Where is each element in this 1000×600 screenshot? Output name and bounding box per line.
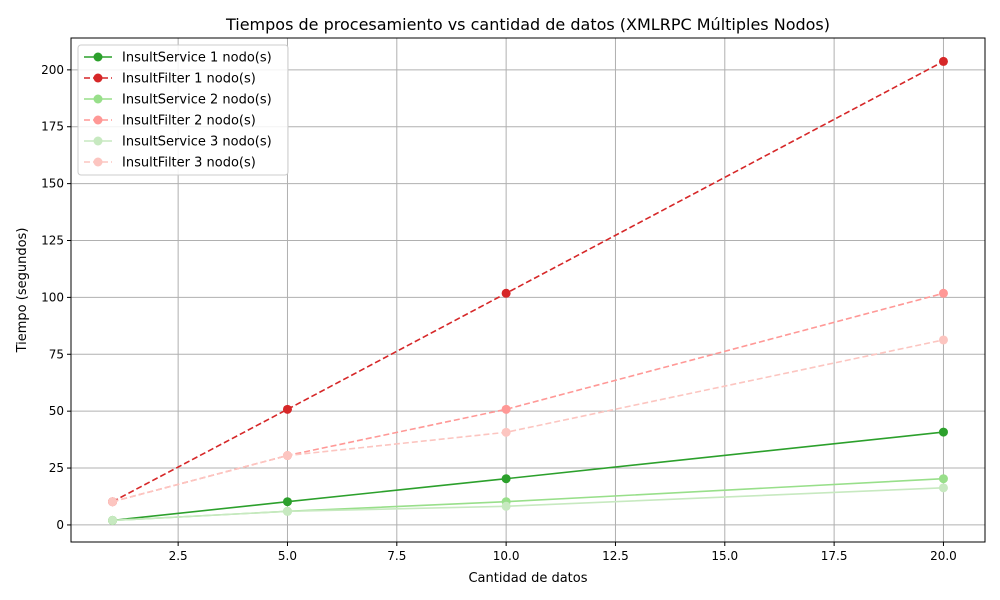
data-point	[282, 497, 292, 507]
x-axis: 2.5 5.0 7.5 10.0 12.5 15.0 17.5 20.0	[169, 542, 957, 563]
data-point	[108, 515, 118, 525]
data-point	[938, 427, 948, 437]
data-point	[938, 335, 948, 345]
series-3	[108, 474, 948, 525]
series-line	[112, 487, 944, 522]
y-tick-label: 125	[41, 234, 64, 248]
legend-label: InsultService 2 nodo(s)	[122, 93, 272, 108]
legend-entry: InsultService 1 nodo(s)	[84, 51, 272, 66]
y-tick-label: 200	[41, 63, 64, 77]
series-line	[112, 431, 944, 522]
y-axis-title: Tiempo (segundos)	[15, 228, 30, 354]
legend-marker	[93, 115, 103, 125]
data-point	[938, 288, 948, 298]
grid	[71, 38, 985, 542]
legend-marker	[93, 136, 103, 146]
legend-marker	[93, 73, 103, 83]
data-point	[282, 451, 292, 461]
series-5	[108, 483, 948, 525]
legend-entry: InsultService 2 nodo(s)	[84, 93, 272, 108]
legend-marker	[93, 52, 103, 62]
legend-entry: InsultService 3 nodo(s)	[84, 135, 272, 150]
series-layer	[108, 56, 948, 525]
y-axis: 0 25 50 75 100 125 150 175 200	[41, 63, 71, 532]
legend-entry: InsultFilter 3 nodo(s)	[84, 156, 256, 171]
series-4	[108, 288, 948, 507]
series-line	[112, 292, 944, 503]
data-point	[501, 404, 511, 414]
x-tick-label: 7.5	[387, 549, 406, 563]
series-line	[112, 339, 944, 503]
x-tick-label: 10.0	[493, 549, 520, 563]
legend-marker	[93, 94, 103, 104]
x-tick-label: 12.5	[602, 549, 629, 563]
legend-entry: InsultFilter 2 nodo(s)	[84, 114, 256, 129]
y-tick-label: 175	[41, 120, 64, 134]
data-point	[938, 56, 948, 66]
data-point	[501, 427, 511, 437]
y-tick-label: 50	[49, 404, 64, 418]
data-point	[501, 474, 511, 484]
legend-box	[77, 44, 289, 176]
x-tick-label: 5.0	[278, 549, 297, 563]
plot-frame	[70, 37, 986, 543]
data-point	[501, 288, 511, 298]
legend-label: InsultService 3 nodo(s)	[122, 135, 272, 150]
data-point	[938, 474, 948, 484]
x-tick-label: 15.0	[711, 549, 738, 563]
legend-label: InsultService 1 nodo(s)	[122, 51, 272, 66]
series-1	[108, 427, 948, 525]
y-tick-label: 25	[49, 461, 64, 475]
legend-label: InsultFilter 1 nodo(s)	[122, 72, 256, 87]
y-tick-label: 100	[41, 290, 64, 304]
x-tick-label: 17.5	[821, 549, 848, 563]
legend-label: InsultFilter 2 nodo(s)	[122, 114, 256, 129]
data-point	[501, 501, 511, 511]
legend-marker	[93, 157, 103, 167]
legend: InsultService 1 nodo(s) InsultFilter 1 no…	[77, 44, 289, 176]
x-axis-title: Cantidad de datos	[468, 571, 587, 586]
x-tick-label: 2.5	[169, 549, 188, 563]
x-tick-label: 20.0	[930, 549, 957, 563]
legend-label: InsultFilter 3 nodo(s)	[122, 156, 256, 171]
y-tick-label: 75	[49, 347, 64, 361]
data-point	[282, 506, 292, 516]
data-point	[282, 404, 292, 414]
y-tick-label: 150	[41, 177, 64, 191]
y-tick-label: 0	[56, 518, 64, 532]
data-point	[938, 483, 948, 493]
series-6	[108, 335, 948, 507]
data-point	[108, 497, 118, 507]
chart-title: Tiempos de procesamiento vs cantidad de …	[225, 15, 830, 34]
legend-entry: InsultFilter 1 nodo(s)	[84, 72, 256, 87]
